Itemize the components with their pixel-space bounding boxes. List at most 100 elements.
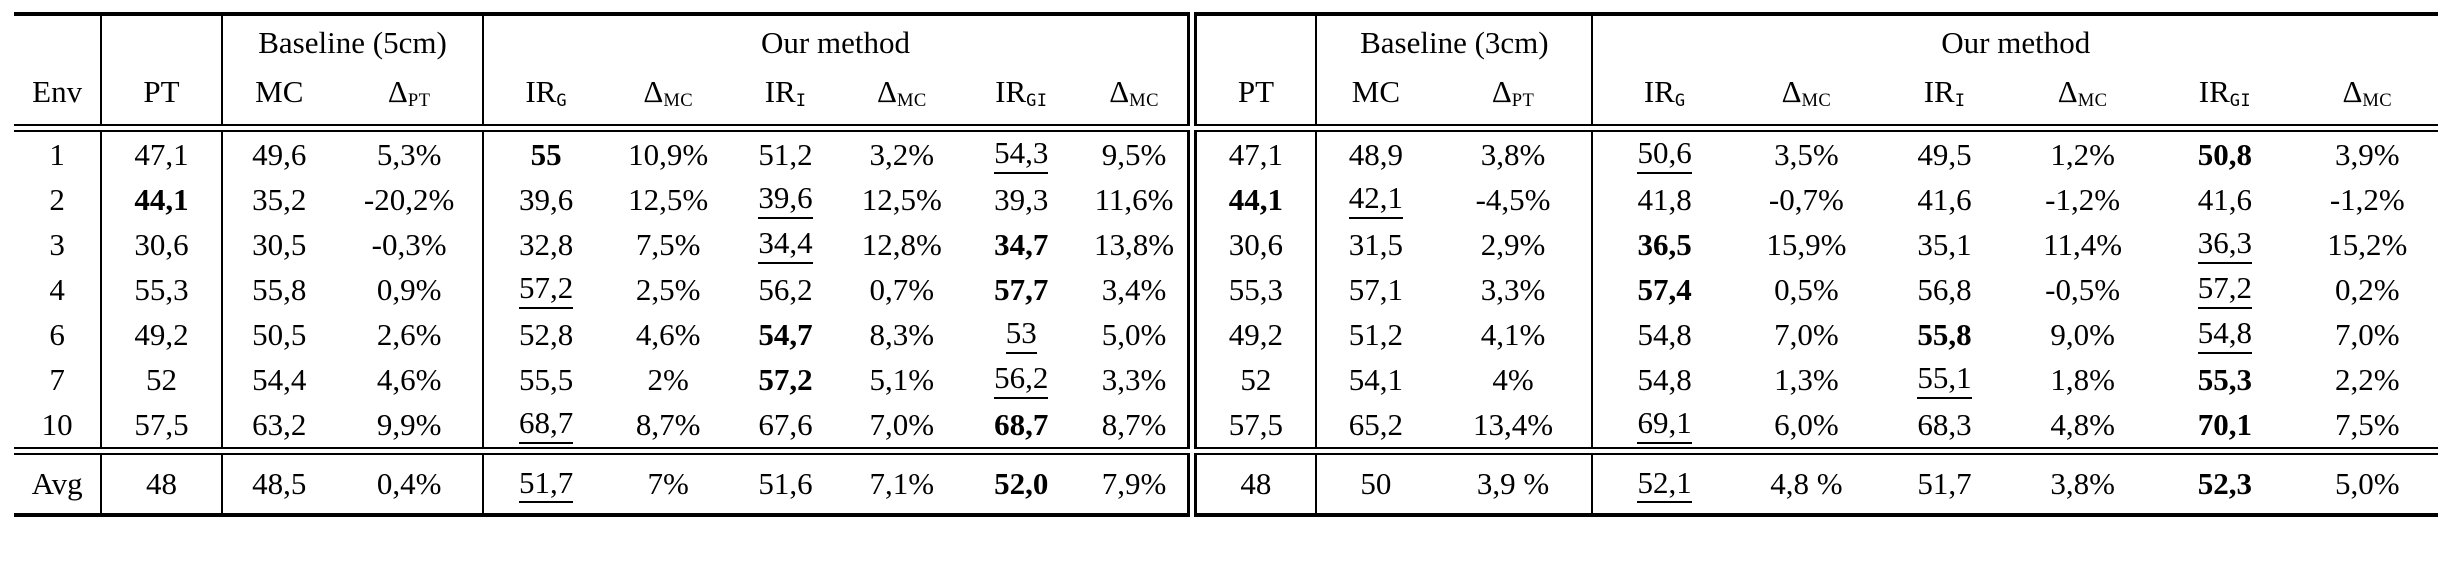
cell-env-7: 7 (49, 361, 65, 397)
double-rule-above-avg (14, 447, 2438, 455)
group-header-our-method-left: Our method (482, 14, 1192, 66)
cell-1-d-mc-5: 10,9% (628, 136, 709, 172)
cell-3-d-mc-14: 15,9% (1766, 226, 1847, 262)
cell-3-mc-11: 31,5 (1315, 222, 1435, 267)
cell-3-ir-gi-17: 36,3 (2153, 222, 2296, 267)
cell-6-ir-i-6: 54,7 (728, 312, 842, 357)
table-row-env-1: 1 47,1 49,6 5,3% 55 10,9% 51,2 3,2% 54,3 9,5% 47,1… (14, 131, 2438, 177)
cell-10-ir-g-13: 69,1 (1591, 402, 1736, 448)
cell-7-d-mc-18: 2,2% (2334, 361, 2400, 397)
cell-10-ir-i-15: 68,3 (1917, 406, 1972, 442)
col-header-label: PT (1237, 74, 1275, 109)
col-header-subscript: MC (1801, 90, 1832, 112)
cell-env-2: 2 (49, 181, 65, 217)
cell-7-pt-10: 52 (1186, 357, 1317, 402)
col-header-label: IR (2198, 74, 2230, 109)
cell-avg-d-mc-5: 7% (647, 466, 689, 501)
second-best-value: 36,3 (2197, 227, 2252, 264)
cell-4-ir-i-15: 56,8 (1917, 271, 1972, 307)
cell-6-mc-11: 51,2 (1315, 312, 1435, 357)
second-best-value: 34,4 (758, 227, 813, 264)
cell-3-pt-1: 30,6 (100, 222, 222, 267)
cell-10-ir-g-4: 68,7 (482, 402, 608, 448)
cell-env-avg: Avg (31, 466, 83, 501)
second-best-value: 50,6 (1637, 137, 1692, 174)
col-header-mc-11: MC (1315, 66, 1435, 125)
col-header-ir-gi-8: IRGI (961, 66, 1081, 125)
col-header-label: IR (1923, 74, 1955, 109)
cell-avg-mc-11: 50 (1315, 454, 1435, 515)
cell-6-d-pt-3: 2,6% (376, 316, 442, 352)
group-header-spacer-env (14, 14, 101, 66)
col-header-subscript: GI (1026, 90, 1048, 111)
cell-7-d-mc-5: 2% (647, 361, 689, 397)
table-row-env-10: 10 57,5 63,2 9,9% 68,7 8,7% 67,6 7,0% 68,7 8,7% 57… (14, 402, 2438, 448)
table-row-env-3: 3 30,6 30,5 -0,3% 32,8 7,5% 34,4 12,8% 34,7 13,8%… (14, 222, 2438, 267)
col-header-subscript: G (556, 90, 567, 111)
cell-7-ir-g-13: 54,8 (1591, 357, 1736, 402)
table-row-env-7: 7 52 54,4 4,6% 55,5 2% 57,2 5,1% 56,2 3,3% 52 54,1 4… (14, 357, 2438, 402)
cell-env-3: 3 (49, 226, 65, 262)
best-value: 68,7 (994, 406, 1049, 442)
cell-2-pt-10: 44,1 (1186, 177, 1317, 222)
col-header-label: IR (1643, 74, 1675, 109)
cell-2-ir-gi-17: 41,6 (2197, 181, 2252, 217)
second-best-value: 54,8 (2197, 317, 2252, 354)
cell-10-d-mc-16: 4,8% (2050, 406, 2115, 442)
best-value: 55,3 (2197, 361, 2252, 397)
cell-avg-ir-i-15: 51,7 (1917, 466, 1972, 501)
cell-1-pt-1: 47,1 (100, 131, 222, 177)
cell-2-mc-2: 35,2 (220, 177, 336, 222)
cell-avg-d-mc-18: 5,0% (2334, 466, 2400, 501)
best-value: 70,1 (2197, 406, 2252, 442)
col-header-label: Δ (2342, 74, 2363, 109)
double-rule-below-header (14, 124, 2438, 132)
cell-avg-d-mc-7: 7,1% (869, 466, 935, 501)
cell-6-d-mc-7: 8,3% (869, 316, 935, 352)
col-header-subscript: I (1954, 90, 1966, 111)
best-value: 44,1 (1228, 181, 1284, 217)
col-header-label: Env (32, 74, 83, 109)
cell-1-d-mc-16: 1,2% (2050, 136, 2115, 172)
second-best-value: 54,3 (994, 137, 1049, 174)
cell-4-ir-gi-17: 57,2 (2153, 267, 2296, 312)
col-header-subscript: MC (2362, 90, 2393, 112)
cell-10-mc-2: 63,2 (220, 402, 336, 448)
cell-10-mc-11: 65,2 (1315, 402, 1435, 448)
group-header-spacer-pt-right (1186, 14, 1317, 66)
table-row-env-6: 6 49,2 50,5 2,6% 52,8 4,6% 54,7 8,3% 53 5,0% 49,2 5… (14, 312, 2438, 357)
best-value: 55 (530, 136, 562, 172)
col-header-d-mc-7: ΔMC (843, 66, 961, 125)
cell-3-d-pt-3: -0,3% (371, 226, 447, 262)
col-header-mc-2: MC (220, 66, 336, 125)
best-value: 55,8 (1917, 316, 1972, 352)
cell-1-mc-11: 48,9 (1315, 131, 1435, 177)
cell-avg-ir-i-6: 51,6 (758, 466, 813, 501)
cell-avg-d-mc-14: 4,8 % (1770, 466, 1843, 501)
cell-10-d-mc-9: 8,7% (1101, 406, 1167, 442)
cell-1-ir-i-6: 51,2 (758, 136, 813, 172)
second-best-value: 52,1 (1637, 466, 1692, 504)
cell-2-d-mc-7: 12,5% (861, 181, 942, 217)
cell-avg-d-pt-12: 3,9 % (1476, 466, 1550, 501)
col-header-label: Δ (1109, 74, 1130, 109)
second-best-value: 57,2 (2197, 272, 2252, 309)
group-header-baseline-5cm: Baseline (5cm) (220, 14, 484, 66)
col-header-d-mc-16: ΔMC (2012, 66, 2153, 125)
col-header-label: IR (525, 74, 557, 109)
col-header-subscript: PT (1511, 90, 1535, 112)
second-best-value: 69,1 (1637, 407, 1692, 444)
cell-10-d-mc-18: 7,5% (2334, 406, 2400, 442)
col-header-ir-g-13: IRG (1591, 66, 1736, 125)
cell-6-ir-i-15: 55,8 (1877, 312, 2012, 357)
cell-2-d-pt-3: -20,2% (363, 181, 455, 217)
col-header-ir-gi-17: IRGI (2153, 66, 2296, 125)
cell-1-ir-gi-17: 50,8 (2153, 131, 2296, 177)
second-best-value: 39,6 (758, 182, 813, 219)
cell-1-d-mc-7: 3,2% (869, 136, 935, 172)
cell-3-d-mc-5: 7,5% (635, 226, 701, 262)
col-header-label: PT (143, 74, 180, 109)
cell-7-d-mc-9: 3,3% (1101, 361, 1167, 397)
cell-7-ir-i-15: 55,1 (1877, 357, 2012, 402)
cell-avg-d-mc-9: 7,9% (1101, 466, 1167, 501)
